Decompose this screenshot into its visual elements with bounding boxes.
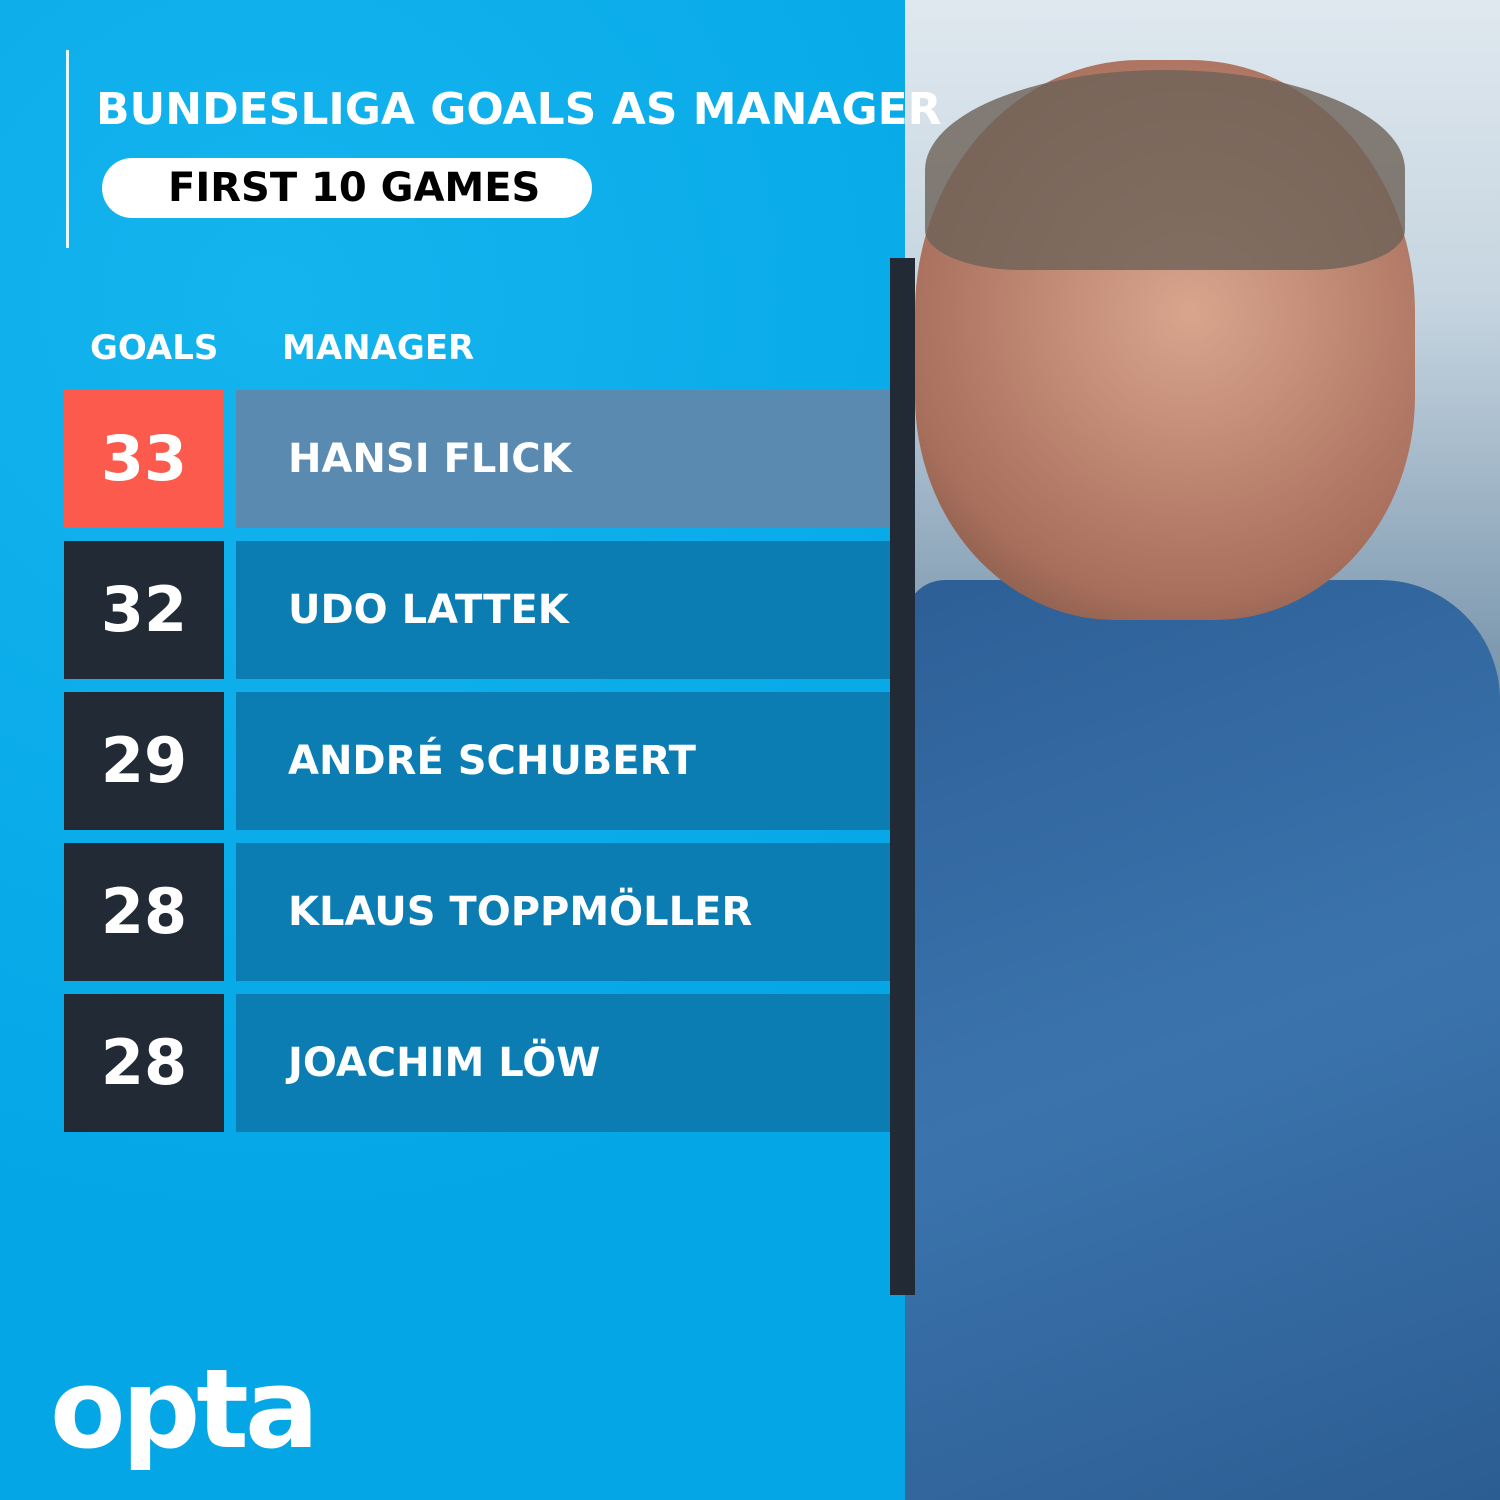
manager-cell: KLAUS TOPPMÖLLER — [236, 843, 890, 981]
manager-cell: ANDRÉ SCHUBERT — [236, 692, 890, 830]
manager-photo — [905, 0, 1500, 1500]
manager-cell: JOACHIM LÖW — [236, 994, 890, 1132]
table-row: 33 HANSI FLICK — [64, 390, 890, 528]
goals-cell: 28 — [64, 843, 224, 981]
goals-cell: 28 — [64, 994, 224, 1132]
table-row: 28 KLAUS TOPPMÖLLER — [64, 843, 890, 981]
chart-title: BUNDESLIGA GOALS AS MANAGER — [96, 84, 942, 135]
subtitle-pill: FIRST 10 GAMES — [102, 158, 592, 218]
table-row: 28 JOACHIM LÖW — [64, 994, 890, 1132]
table-row: 32 UDO LATTEK — [64, 541, 890, 679]
jacket — [905, 580, 1500, 1500]
title-accent-line — [66, 50, 69, 248]
manager-column-header: MANAGER — [282, 328, 475, 368]
manager-cell: HANSI FLICK — [236, 390, 890, 528]
goals-cell: 29 — [64, 692, 224, 830]
opta-logo: opta — [50, 1345, 319, 1473]
table-row: 29 ANDRÉ SCHUBERT — [64, 692, 890, 830]
goals-cell: 33 — [64, 390, 224, 528]
hair — [925, 70, 1405, 270]
manager-cell: UDO LATTEK — [236, 541, 890, 679]
divider-bar — [890, 258, 915, 1295]
goals-cell: 32 — [64, 541, 224, 679]
goals-column-header: GOALS — [90, 328, 219, 368]
